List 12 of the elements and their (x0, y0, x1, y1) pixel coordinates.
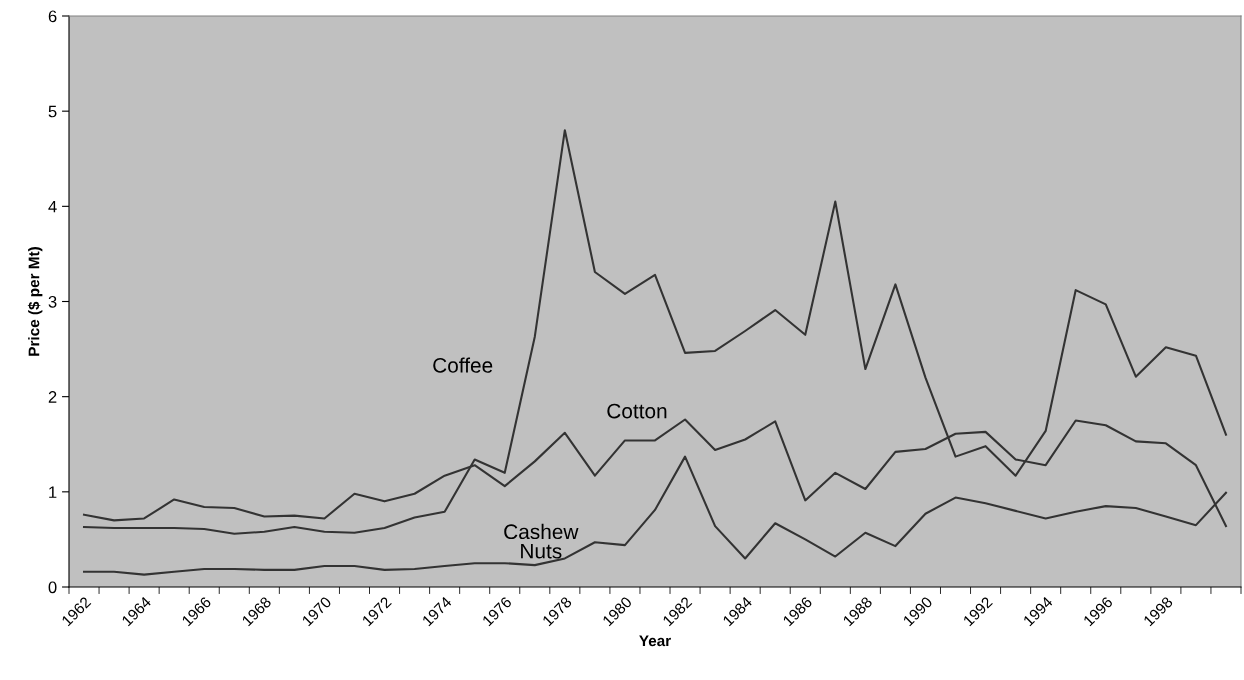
y-tick-label: 1 (49, 486, 57, 498)
y-tick-label: 3 (48, 295, 57, 308)
y-axis-title: Price ($ per Mt) (27, 247, 43, 356)
y-tick-label: 5 (48, 105, 57, 118)
y-tick-label: 6 (48, 10, 57, 23)
series-label: Cotton (607, 403, 667, 419)
y-tick-label: 0 (48, 581, 57, 594)
y-tick-label: 2 (48, 391, 57, 403)
series-label: Coffee (433, 357, 493, 373)
y-tick-label: 4 (48, 200, 57, 213)
x-axis-title: Year (639, 635, 671, 647)
series-label: Cashew Nuts (504, 523, 579, 559)
